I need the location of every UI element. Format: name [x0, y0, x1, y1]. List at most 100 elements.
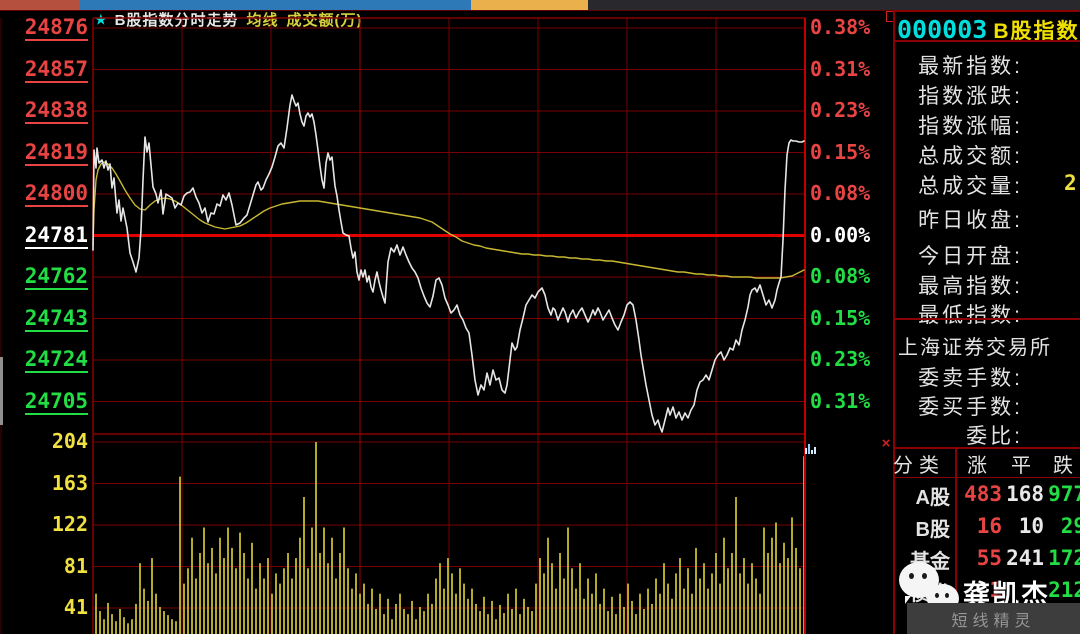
volume-bar	[731, 553, 733, 634]
volume-bar	[727, 568, 729, 634]
quote-row-label: 最新指数:	[918, 55, 1023, 78]
volume-bar	[511, 609, 513, 634]
row-category: B股	[915, 519, 950, 541]
volume-bar	[283, 568, 285, 634]
volume-bar	[339, 553, 341, 634]
volume-bar	[311, 527, 313, 634]
volume-bar	[247, 578, 249, 634]
row-up-count: 16	[976, 514, 1002, 538]
volume-bar	[351, 588, 353, 634]
volume-bar	[459, 568, 461, 634]
volume-bar	[407, 614, 409, 634]
volume-bar	[487, 614, 489, 634]
volume-bar	[411, 600, 413, 634]
row-down-count: 212	[1048, 578, 1080, 602]
volume-bar	[635, 614, 637, 634]
volume-bar	[575, 588, 577, 634]
quote-row-label: 委卖手数:	[918, 367, 1023, 390]
volume-bar	[195, 578, 197, 634]
volume-tick-204: 204	[51, 429, 88, 453]
volume-bar	[583, 598, 585, 634]
volume-bar	[715, 553, 717, 634]
volume-bar	[663, 563, 665, 634]
quote-row-label: 委买手数:	[918, 396, 1023, 419]
volume-bar	[771, 537, 773, 634]
volume-bar	[607, 611, 609, 634]
quote-header: 000003 B股指数	[897, 15, 1079, 45]
volume-bar	[619, 593, 621, 634]
pct-tick-5: 0.00%	[810, 222, 871, 247]
volume-bar	[611, 596, 613, 634]
volume-bar	[447, 558, 449, 634]
panel-corner-icon	[886, 11, 895, 22]
volume-bar	[387, 598, 389, 634]
volume-bar	[675, 573, 677, 634]
volume-bar	[279, 583, 281, 634]
volume-bar	[735, 497, 737, 634]
panel-divider	[895, 477, 1080, 478]
volume-bar	[123, 617, 125, 634]
volume-bar	[747, 583, 749, 634]
volume-bar	[503, 613, 505, 634]
volume-bar	[443, 588, 445, 634]
volume-bar	[559, 553, 561, 634]
close-icon[interactable]: ×	[881, 435, 891, 452]
volume-bar	[419, 607, 421, 634]
quote-row-label: 指数涨幅:	[918, 115, 1023, 138]
segment-red	[0, 0, 80, 10]
quote-row-label: 最低指数:	[918, 304, 1023, 327]
row-category: A股	[915, 487, 950, 509]
volume-bar	[779, 563, 781, 634]
volume-bar	[587, 578, 589, 634]
volume-bar	[107, 602, 109, 634]
volume-bar	[743, 558, 745, 634]
pct-tick-8: 0.23%	[810, 347, 871, 371]
row-up-count: 1	[989, 578, 1002, 602]
price-tick-24743: 24743	[24, 305, 88, 332]
volume-bar	[231, 547, 233, 634]
volume-bar	[595, 573, 597, 634]
volume-bar	[791, 517, 793, 634]
volume-bar	[563, 578, 565, 634]
volume-bar	[455, 593, 457, 634]
volume-bar	[211, 547, 213, 634]
volume-bar	[175, 621, 177, 634]
volume-bar	[187, 568, 189, 634]
volume-bar	[371, 588, 373, 634]
left-edge-scrollbar-fragment[interactable]	[0, 357, 3, 425]
quote-row-label: 委比:	[966, 425, 1023, 448]
quote-row-label: 总成交量:	[918, 175, 1023, 198]
volume-bar	[263, 578, 265, 634]
row-down-count: 977	[1048, 482, 1080, 506]
col-header-down: 跌	[1053, 455, 1079, 477]
volume-bar	[799, 568, 801, 634]
table-column-divider	[955, 447, 957, 603]
volume-bar	[159, 607, 161, 634]
volume-bar	[359, 593, 361, 634]
quote-row-label: 今日开盘:	[918, 245, 1023, 268]
volume-bar	[275, 573, 277, 634]
price-tick-24762: 24762	[24, 264, 88, 290]
volume-bar	[647, 588, 649, 634]
row-up-count: 55	[976, 546, 1002, 570]
volume-bar	[291, 578, 293, 634]
volume-bar	[95, 593, 97, 634]
volume-bar	[671, 598, 673, 634]
top-color-bar	[0, 0, 1080, 10]
volume-bar	[467, 598, 469, 634]
volume-bar	[323, 527, 325, 634]
price-line	[92, 94, 805, 433]
volume-bar	[483, 596, 485, 634]
segment-blue	[80, 0, 471, 10]
quote-row-label: 指数涨跌:	[918, 85, 1023, 108]
volume-bar	[427, 593, 429, 634]
volume-bar	[347, 568, 349, 634]
volume-bar	[403, 609, 405, 634]
volume-bar	[471, 588, 473, 634]
price-tick-24819: 24819	[24, 139, 88, 166]
volume-bar	[687, 568, 689, 634]
volume-bar	[335, 578, 337, 634]
volume-bar	[659, 593, 661, 634]
